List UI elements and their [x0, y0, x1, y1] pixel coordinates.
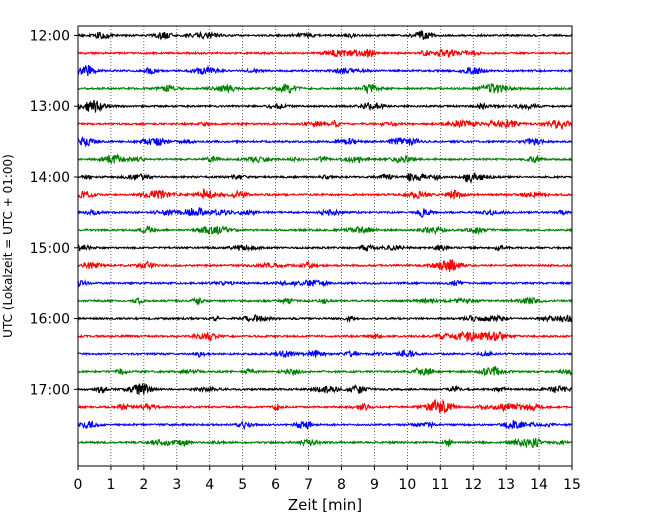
trace-1415 [77, 187, 573, 200]
x-tick-label-9: 9 [370, 477, 379, 493]
trace-1515 [77, 259, 573, 272]
x-tick-label-15: 15 [563, 477, 581, 493]
x-axis-label: Zeit [min] [288, 496, 362, 514]
x-tick-label-12: 12 [464, 477, 482, 493]
trace-1315 [77, 118, 573, 131]
x-tick-label-3: 3 [172, 477, 181, 493]
trace-1715 [77, 398, 573, 415]
trace-1700 [77, 383, 573, 395]
x-tick-label-6: 6 [271, 477, 280, 493]
y-tick-label-1600: 16:00 [30, 312, 70, 328]
x-tick-label-4: 4 [205, 477, 214, 493]
trace-1400 [77, 171, 573, 185]
trace-1745 [77, 437, 573, 449]
x-tick-label-5: 5 [238, 477, 247, 493]
x-tick-label-1: 1 [106, 477, 115, 493]
trace-1445 [77, 225, 573, 236]
x-tick-label-7: 7 [304, 477, 313, 493]
y-tick-label-1200: 12:00 [30, 28, 70, 44]
trace-1215 [77, 48, 573, 58]
trace-1645 [77, 365, 573, 377]
x-axis-ticks: 0 1 2 3 4 5 6 7 8 9 10 11 12 13 14 15 [74, 466, 581, 493]
x-tick-label-13: 13 [497, 477, 515, 493]
trace-1545 [77, 296, 573, 306]
trace-1345 [77, 153, 573, 165]
trace-1330 [77, 135, 573, 148]
y-tick-label-1400: 14:00 [30, 170, 70, 186]
x-tick-label-2: 2 [139, 477, 148, 493]
seismogram-traces [77, 29, 573, 449]
x-tick-label-11: 11 [431, 477, 449, 493]
trace-1630 [77, 348, 573, 358]
y-tick-label-1700: 17:00 [30, 382, 70, 398]
x-tick-label-10: 10 [398, 477, 416, 493]
x-tick-label-14: 14 [530, 477, 548, 493]
y-axis-label: UTC (Lokalzeit = UTC + 01:00) [1, 154, 15, 338]
trace-1615 [77, 330, 573, 343]
y-tick-label-1300: 13:00 [30, 99, 70, 115]
trace-1600 [77, 313, 573, 324]
x-tick-label-8: 8 [337, 477, 346, 493]
vertical-gridlines [110, 26, 540, 466]
trace-1230 [77, 64, 573, 77]
trace-1530 [77, 279, 573, 288]
trace-1430 [77, 207, 573, 218]
plot-frame [77, 25, 573, 467]
x-tick-label-0: 0 [74, 477, 83, 493]
y-axis-ticks: 12:00 13:00 14:00 15:00 16:00 17:00 [30, 28, 78, 398]
trace-1500 [77, 243, 573, 252]
trace-1245 [77, 82, 573, 95]
y-tick-label-1500: 15:00 [30, 241, 70, 257]
trace-1200 [77, 29, 573, 41]
trace-1300 [77, 99, 573, 113]
trace-1730 [77, 419, 573, 431]
